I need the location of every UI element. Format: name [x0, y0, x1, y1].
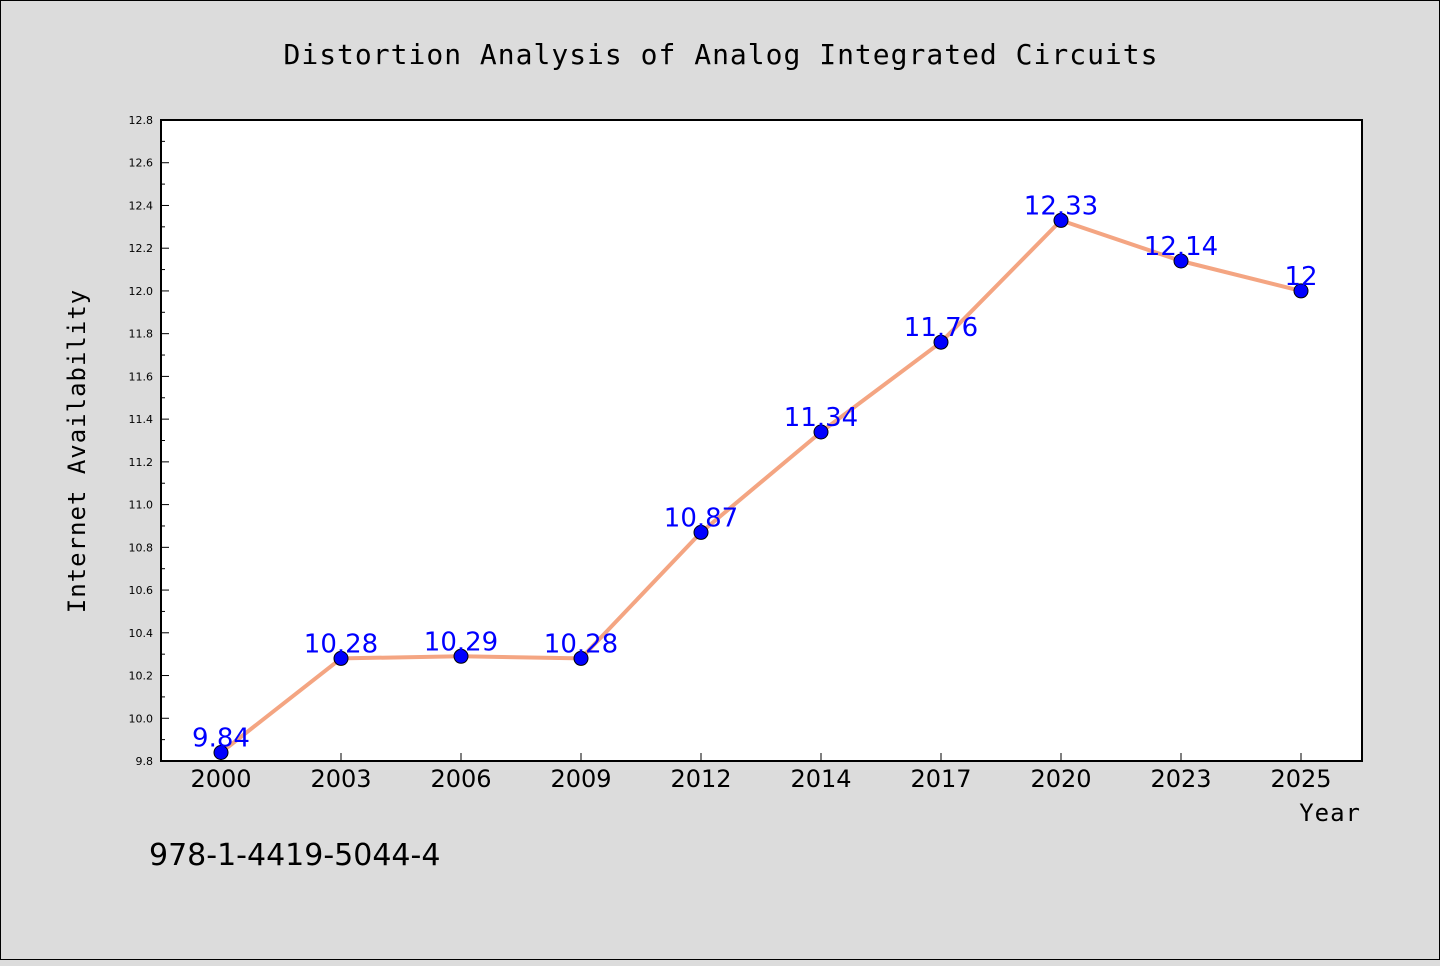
- x-tick-label: 2020: [1030, 765, 1091, 793]
- data-point: [453, 648, 469, 664]
- data-point: [1173, 253, 1189, 269]
- data-label: 12: [1284, 262, 1317, 292]
- y-tick-label: 12.6: [129, 157, 154, 170]
- data-label: 9.84: [192, 724, 250, 754]
- y-tick-label: 12.0: [129, 285, 154, 298]
- y-tick-label: 11.0: [129, 499, 154, 512]
- y-tick-label: 11.4: [129, 413, 154, 426]
- y-tick-label: 11.6: [129, 370, 154, 383]
- data-label: 10.29: [424, 627, 498, 657]
- data-point: [573, 650, 589, 666]
- y-axis-ticks: 9.8 10.0 10.2 10.4 10.6 10.8 11.0 11.2 11.4 11.6 1…: [129, 114, 169, 768]
- x-axis-label: Year: [1299, 799, 1361, 827]
- y-tick-label: 10.0: [129, 712, 154, 725]
- x-tick-label: 2006: [430, 765, 491, 793]
- data-markers: [213, 212, 1309, 760]
- y-tick-label: 12.8: [129, 114, 154, 127]
- isbn-text: 978-1-4419-5044-4: [149, 838, 440, 873]
- y-tick-label: 12.2: [129, 242, 154, 255]
- y-tick-label: 10.2: [129, 670, 154, 683]
- data-label: 10.28: [544, 629, 618, 659]
- data-point: [813, 424, 829, 440]
- y-axis-label: Internet Availability: [63, 289, 91, 613]
- y-tick-label: 12.4: [129, 199, 154, 212]
- y-tick-label: 10.8: [129, 541, 154, 554]
- data-label: 10.28: [304, 629, 378, 659]
- data-label: 12.33: [1024, 191, 1098, 221]
- chart-title: Distortion Analysis of Analog Integrated…: [283, 38, 1158, 71]
- x-tick-label: 2023: [1150, 765, 1211, 793]
- x-tick-label: 2003: [310, 765, 371, 793]
- data-label: 10.87: [664, 503, 738, 533]
- x-tick-label: 2017: [910, 765, 971, 793]
- x-tick-label: 2009: [550, 765, 611, 793]
- x-tick-label: 2012: [670, 765, 731, 793]
- data-labels: 9.84 10.28 10.29 10.28 10.87 11.34 11.76 12.33 1…: [192, 191, 1317, 753]
- y-tick-label: 11.2: [129, 456, 154, 469]
- x-tick-label: 2014: [790, 765, 851, 793]
- data-point: [933, 334, 949, 350]
- data-label: 11.76: [904, 313, 978, 343]
- series-line: [219, 218, 1302, 755]
- data-point: [213, 745, 229, 760]
- plot-area: [160, 119, 1363, 762]
- data-point: [1293, 283, 1309, 299]
- data-label: 12.14: [1144, 232, 1218, 262]
- data-point: [1053, 212, 1069, 228]
- data-label: 11.34: [784, 403, 858, 433]
- y-tick-label: 11.8: [129, 328, 154, 341]
- data-point: [333, 650, 349, 666]
- x-axis-ticks: 2000 2003 2006 2009 2012 2014 2017 2020 2023 2025: [190, 753, 1332, 793]
- x-tick-label: 2025: [1270, 765, 1331, 793]
- y-tick-label: 10.4: [129, 627, 154, 640]
- y-tick-label: 10.6: [129, 584, 154, 597]
- x-tick-label: 2000: [190, 765, 251, 793]
- data-point: [693, 524, 709, 540]
- y-tick-label: 9.8: [136, 755, 154, 768]
